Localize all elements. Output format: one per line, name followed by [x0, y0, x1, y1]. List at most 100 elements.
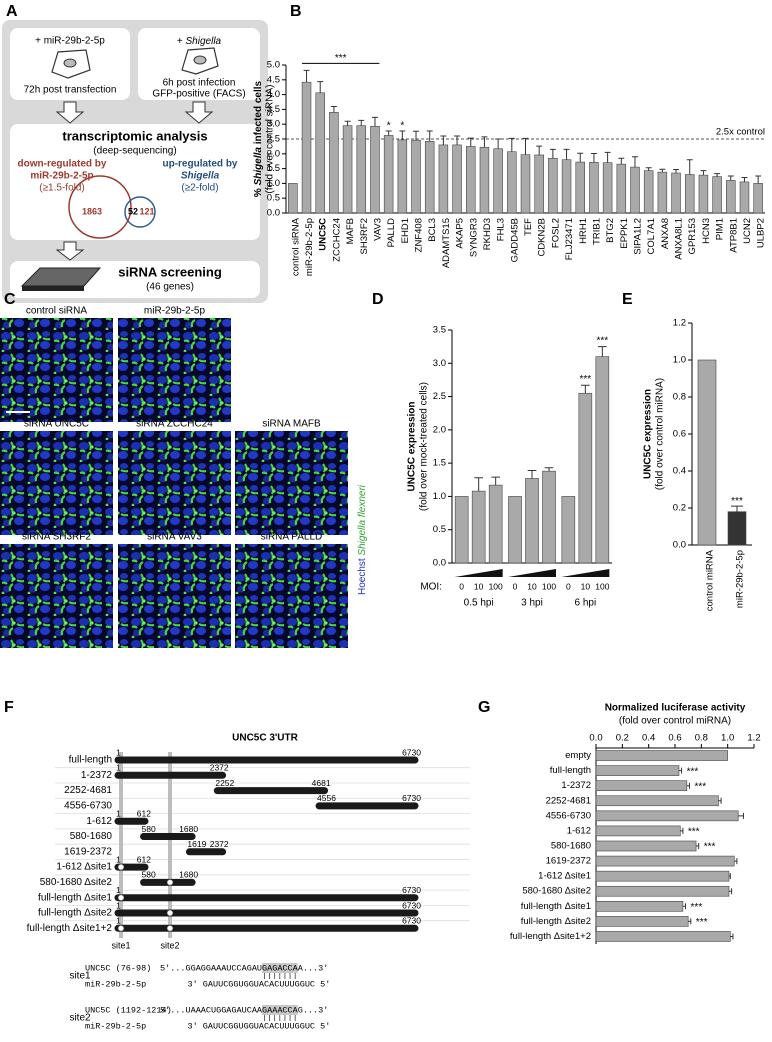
bar: [595, 870, 730, 882]
x-tick-label: control siRNA: [290, 217, 301, 276]
error-bar: [659, 168, 666, 173]
bar: [595, 840, 697, 852]
micrograph: [0, 431, 113, 535]
error-bar: [718, 797, 722, 804]
up-label: Shigella: [181, 171, 220, 182]
deleted-site: [166, 925, 174, 932]
down-label: miR-29b-2-5p: [30, 171, 93, 182]
x-tick-label: BCL3: [427, 218, 438, 242]
x-tick-label: CDKN2B: [537, 218, 548, 257]
x-tick-label: PIM1: [715, 218, 726, 240]
y-tick-label: 4556-6730: [546, 810, 591, 821]
moi-label: 100: [489, 581, 503, 591]
error-bar: [686, 782, 690, 789]
construct-start: 1: [116, 763, 121, 773]
down-label: down-regulated by: [18, 159, 107, 170]
plus-sign: +: [177, 36, 183, 47]
x-tick-label: 0.4: [642, 733, 655, 744]
bar: [595, 901, 684, 912]
error-bar: [344, 120, 351, 126]
construct-end: 2372: [210, 763, 229, 773]
error-bar: [734, 858, 738, 865]
micrograph: [0, 544, 113, 648]
y-tick-label: full-length Δsite1+2: [510, 931, 591, 942]
moi-ramp: [454, 569, 503, 577]
error-bar: [673, 168, 680, 174]
x-tick-label: FOSL2: [550, 218, 561, 248]
step-note: (deep-sequencing): [93, 146, 176, 157]
bar: [315, 92, 325, 214]
y-tick-label: 2.0: [267, 148, 280, 159]
venn-circle: [124, 196, 156, 228]
construct-start: 1: [116, 854, 121, 864]
bar: [739, 181, 750, 214]
panel-letter: F: [4, 699, 14, 716]
moi-label: 0: [459, 581, 464, 591]
bar: [727, 511, 747, 546]
x-tick-label: 0.2: [616, 733, 629, 744]
error-bar: [604, 151, 611, 163]
site-label: site2: [69, 1013, 91, 1024]
moi-label: 0: [566, 581, 571, 591]
construct-start: 1: [116, 808, 121, 818]
y-label-part: infected cells: [253, 80, 264, 144]
y-tick-label: full-length: [550, 765, 591, 776]
bar: [370, 125, 380, 214]
bar: [595, 916, 689, 927]
reference-label: 2.5x control: [716, 127, 765, 138]
construct-label: full-length Δsite1: [38, 892, 112, 903]
construct-end: 6730: [402, 885, 421, 895]
panel-f: F UNC5C 3'UTR site1 site2 full-length 1 6730…: [4, 699, 470, 1031]
micrograph: [235, 544, 348, 648]
significance: ***: [691, 902, 703, 913]
venn-count: 1863: [82, 206, 102, 216]
step-title: transcriptomic analysis: [62, 128, 207, 143]
deleted-site: [166, 879, 174, 886]
construct-label: 1-612 Δsite1: [56, 862, 112, 873]
y-tick-label: 0.5: [267, 193, 280, 204]
image-label: siRNA UNC5C: [24, 419, 89, 430]
moi-label: 10: [581, 581, 591, 591]
construct-start: 2252: [215, 778, 234, 788]
significance: ***: [731, 496, 743, 507]
step-title: + Shigella: [177, 36, 222, 47]
error-bar: [549, 148, 556, 159]
error-bar: [563, 148, 570, 160]
bar: [488, 484, 503, 564]
bar: [356, 125, 367, 214]
x-tick-label: 1.0: [721, 733, 734, 744]
x-tick-label: ANXA8L1: [674, 218, 685, 260]
error-bar: [728, 873, 731, 880]
bar: [643, 170, 654, 214]
y-tick-label: full-length Δsite2: [521, 916, 591, 927]
y-label-part: Shigella: [253, 147, 264, 186]
x-tick-label: SYNGR3: [468, 218, 479, 257]
x-tick-label: ANXA8: [660, 218, 671, 249]
y-tick-label: 3.5: [267, 104, 280, 115]
error-bar: [544, 467, 554, 472]
chart-subtitle: (fold over control miRNA): [619, 716, 731, 727]
target-seq: 5'...GGAGGAAAUCCAGAUGAGACCAA...3': [160, 963, 328, 973]
significance: ***: [579, 374, 591, 385]
error-bar: [371, 116, 378, 127]
moi-label: 10: [474, 581, 484, 591]
y-tick-label: 580-1680 Δsite2: [522, 886, 591, 897]
construct-start: 1: [116, 900, 121, 910]
image-label: siRNA SH3RF2: [22, 532, 91, 543]
y-tick-label: 1.5: [433, 458, 446, 469]
error-bar: [522, 137, 529, 155]
bar: [561, 159, 572, 214]
bar: [684, 174, 695, 214]
x-tick-label: miR-29b-2-5p: [304, 218, 315, 276]
construct-label: 4556-6730: [64, 801, 112, 812]
error-bar: [728, 888, 733, 895]
micrograph: [118, 544, 231, 648]
x-tick-label: BTG2: [605, 218, 616, 243]
x-tick-label: PALLD: [386, 218, 397, 248]
significance: ***: [335, 53, 347, 64]
step-note: GFP-positive (FACS): [152, 89, 245, 100]
site-line: [168, 752, 172, 938]
construct-start: 1: [116, 916, 121, 926]
seed-highlight: [262, 963, 298, 973]
